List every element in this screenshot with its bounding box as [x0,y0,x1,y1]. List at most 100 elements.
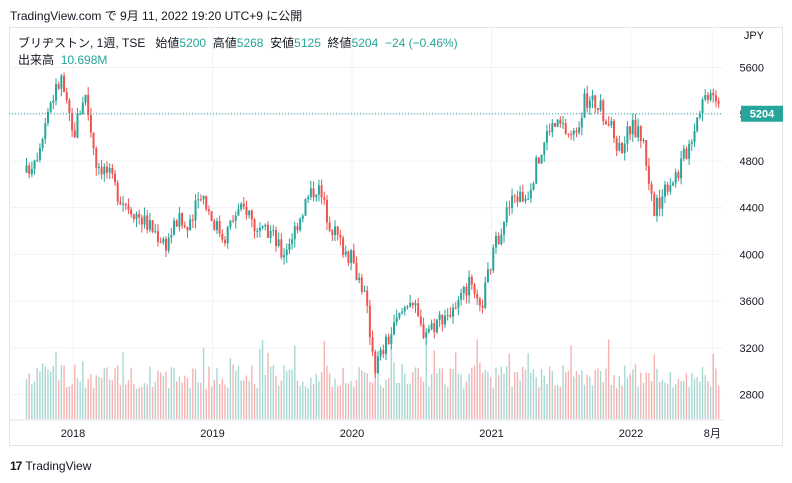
volume-bar [452,368,454,419]
volume-bar [503,373,505,419]
volume-bar [422,381,425,419]
candle-body [299,218,302,231]
candle-body [266,224,269,238]
candle-body [382,349,385,354]
candle-body [674,172,677,184]
candle-body [173,220,176,236]
volume-bar [326,365,328,419]
candle-body [406,306,409,308]
volume-bar [170,367,173,419]
volume-bar [363,371,366,419]
volume-bar [264,374,266,419]
volume-bar [473,365,476,419]
candle-body [602,100,605,122]
volume-bar [41,362,44,419]
price-tick-label: 4800 [740,156,764,168]
volume-bar [602,382,604,419]
candle-body [441,314,444,325]
candle-body [288,243,291,250]
candle-body [342,237,345,255]
candle-body [626,126,629,144]
candle-body [28,165,31,174]
candle-body [334,226,337,235]
candle-body [55,84,58,101]
candle-body [709,93,712,100]
volume-bar [704,375,706,419]
volume-bar [479,362,481,419]
candle-body [355,262,358,281]
volume-bar [449,368,452,419]
volume-bar [253,384,256,419]
volume-bar [642,382,645,419]
volume-bar [543,375,545,419]
candle-body [527,198,530,200]
candle-body [175,220,178,227]
volume-bar [339,385,342,419]
candle-body [124,203,127,206]
volume-bar [471,367,473,419]
candle-body [543,142,546,155]
volume-bar [390,341,393,419]
candle-body [363,290,366,292]
volume-bar [235,370,237,419]
candle-body [138,213,141,218]
volume-bar [138,387,140,419]
volume-bar [492,388,494,419]
candle-body [505,207,508,223]
tradingview-footer[interactable]: 17 TradingView [10,459,91,473]
candle-body [717,101,720,104]
volume-bar [28,373,30,419]
candle-body [293,226,296,240]
volume-bar [715,368,717,419]
volume-bar [178,376,181,419]
candle-body [242,203,245,207]
volume-bar [516,371,519,419]
candle-body [191,219,194,221]
volume-bar [189,388,191,419]
volume-bar [468,373,470,419]
candle-body [658,197,661,209]
volume-bar [192,368,194,419]
volume-bar [640,372,642,419]
volume-bar [181,382,183,419]
volume-bar [508,353,511,419]
volume-bar [717,385,720,419]
candle-body [714,95,717,102]
candle-body [497,235,500,245]
volume-bar [323,340,325,419]
high-value: 5268 [236,36,264,50]
volume-bar [237,366,240,419]
volume-bar [336,386,339,419]
candle-body [336,226,339,235]
candle-body [610,120,613,126]
candle-body [409,302,412,307]
candle-body [229,220,232,227]
candle-body [71,113,74,131]
volume-bar [414,367,417,419]
candle-body [146,215,149,230]
candle-body [248,210,251,216]
candle-body [261,226,264,228]
candle-body [489,269,492,271]
price-tick-label: 2800 [740,390,764,402]
last-price-label: 5204 [750,109,775,121]
volume-bar [581,370,583,419]
volume-bar [224,384,226,419]
volume-bar [420,377,422,419]
candle-body [435,319,438,333]
volume-bar [125,384,127,419]
candle-body [688,143,691,159]
candle-body [331,230,334,235]
time-tick-label: 8月 [704,428,721,440]
change-value: −24 (−0.46%) [384,36,458,50]
candle-body [685,148,688,159]
volume-bar [691,372,693,419]
candle-body [95,148,98,168]
volume-bar [49,371,52,419]
close-value: 5204 [351,36,379,50]
candlestick-chart[interactable]: 28003200360040004400480052005600JPY5204 … [9,27,783,446]
candle-body [548,131,551,133]
candle-body [328,222,331,231]
volume-bar [530,372,532,419]
volume-bar [524,369,527,419]
